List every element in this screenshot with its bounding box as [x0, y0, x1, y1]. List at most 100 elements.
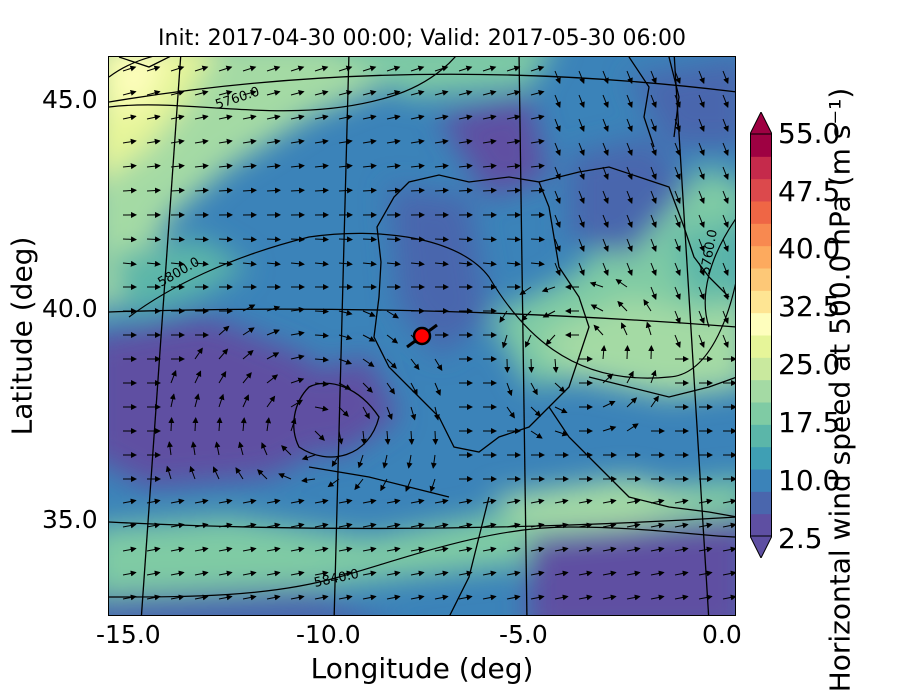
wind-arrow: [242, 65, 257, 72]
wind-arrow: [314, 308, 329, 315]
wind-arrow: [408, 430, 415, 445]
wind-arrow: [338, 236, 353, 243]
wind-arrow: [146, 114, 161, 121]
colorbar-segment: [750, 201, 772, 224]
wind-arrow: [410, 163, 425, 170]
wind-arrow: [626, 214, 633, 229]
wind-arrow: [266, 236, 281, 243]
wind-arrow: [650, 369, 657, 384]
wind-arrow: [554, 406, 568, 414]
wind-arrow: [290, 399, 303, 408]
wind-arrow: [338, 358, 353, 365]
wind-arrow: [554, 214, 561, 229]
wind-arrow: [528, 358, 535, 373]
wind-arrow: [170, 546, 185, 553]
wind-arrow: [626, 397, 638, 408]
wind-arrow: [242, 498, 257, 505]
wind-vectors: [122, 65, 735, 601]
wind-arrow: [501, 334, 508, 349]
wind-arrow: [552, 358, 559, 373]
wind-arrow: [410, 358, 420, 371]
wind-arrow: [301, 477, 316, 484]
wind-arrow: [722, 594, 735, 601]
wind-arrow: [624, 345, 631, 360]
wind-arrow: [362, 90, 377, 96]
wind-arrow: [290, 546, 305, 553]
wind-arrow: [338, 163, 353, 170]
wind-arrow: [722, 94, 729, 109]
wind-arrow: [698, 334, 705, 349]
wind-arrow: [541, 286, 556, 293]
wind-arrow: [218, 393, 225, 408]
wind-arrow: [554, 430, 569, 437]
wind-arrow: [169, 393, 176, 408]
wind-arrow: [170, 236, 185, 243]
wind-arrow: [578, 238, 585, 253]
wind-arrow: [615, 279, 628, 288]
wind-arrow: [261, 442, 268, 456]
wind-arrow: [674, 594, 689, 601]
wind-arrow: [506, 406, 515, 419]
wind-arrow: [266, 138, 281, 145]
colorbar-tick-label: 32.5: [778, 290, 841, 323]
wind-arrow: [554, 118, 561, 133]
wind-arrow: [602, 94, 609, 109]
wind-arrow: [382, 454, 389, 469]
wind-arrow: [434, 358, 443, 371]
wind-arrow: [122, 570, 137, 577]
y-axis-label: Latitude (deg): [5, 236, 39, 436]
wind-arrow: [698, 594, 713, 601]
wind-arrow: [242, 138, 257, 145]
wind-arrow: [146, 594, 161, 601]
wind-arrow: [626, 94, 633, 109]
wind-arrow: [506, 522, 521, 529]
wind-arrow: [620, 322, 628, 336]
colorbar-segment: [750, 469, 772, 492]
wind-arrow: [362, 498, 377, 505]
wind-arrow: [314, 114, 329, 121]
wind-arrow: [674, 334, 681, 349]
wind-arrow: [362, 334, 376, 342]
wind-arrow: [170, 138, 185, 145]
colorbar-segment: [750, 446, 772, 470]
wind-arrow: [314, 65, 329, 72]
wind-arrow: [578, 70, 585, 85]
wind-arrow: [386, 163, 401, 170]
wind-arrow: [362, 187, 377, 194]
wind-arrow: [602, 425, 617, 432]
wind-arrow: [266, 498, 281, 505]
wind-arrow: [290, 260, 305, 267]
colorbar-segment: [750, 178, 772, 202]
wind-arrow: [542, 310, 556, 318]
wind-arrow: [194, 546, 209, 553]
wind-arrow: [626, 570, 641, 577]
wind-arrow: [410, 65, 425, 72]
wind-arrow: [146, 65, 161, 72]
wind-arrow: [722, 334, 729, 349]
wind-arrow: [194, 594, 209, 601]
wind-arrow: [189, 465, 196, 480]
wind-arrow: [410, 236, 425, 243]
y-tick-label: 40.0: [42, 294, 98, 323]
wind-arrow: [434, 163, 449, 170]
wind-arrow: [410, 570, 425, 577]
wind-arrow: [722, 522, 735, 529]
wind-arrow: [482, 236, 497, 243]
wind-arrow: [168, 417, 175, 432]
wind-arrow: [458, 546, 473, 553]
wind-arrow: [362, 310, 376, 317]
wind-arrow: [301, 454, 316, 461]
colorbar-tick-label: 2.5: [778, 522, 823, 555]
wind-arrow: [626, 238, 633, 253]
wind-arrow: [290, 522, 305, 529]
wind-arrow: [434, 138, 449, 145]
wind-arrow: [530, 546, 545, 553]
wind-arrow: [338, 546, 353, 553]
colorbar-tick-label: 17.5: [778, 406, 841, 439]
wind-arrow: [362, 594, 377, 601]
wind-arrow: [338, 187, 353, 194]
wind-arrow: [278, 473, 292, 480]
wind-arrow: [554, 546, 569, 553]
colorbar-label: Horizontal wind speed at 500.0 hPa (m s⁻…: [823, 87, 857, 693]
wind-arrow: [122, 498, 137, 505]
